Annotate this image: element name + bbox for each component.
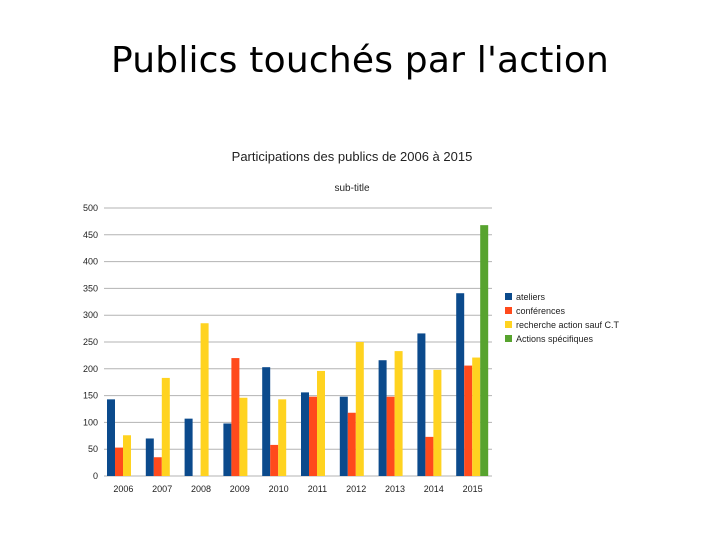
- y-tick-label: 50: [88, 444, 98, 454]
- x-axis-ticks: 2006 2007 2008 2009 2010 2011 2012 2013 2014 2015: [113, 484, 482, 494]
- chart-title: Participations des publics de 2006 à 201…: [232, 149, 473, 164]
- bar-conf-rences-2009: [231, 358, 240, 476]
- y-tick-label: 300: [83, 310, 98, 320]
- legend-swatch: [505, 335, 512, 342]
- legend-swatch: [505, 307, 512, 314]
- bars: [107, 225, 489, 476]
- bar-recherche-action-sauf-c-t-2007: [161, 377, 170, 476]
- bar-ateliers-2014: [417, 333, 426, 476]
- bar-recherche-action-sauf-c-t-2011: [317, 370, 325, 476]
- y-tick-label: 350: [83, 283, 98, 293]
- legend-label: recherche action sauf C.T: [516, 320, 620, 330]
- bar-conf-rences-2011: [309, 396, 317, 476]
- x-tick-label: 2011: [308, 484, 327, 494]
- bar-ateliers-2011: [301, 392, 309, 476]
- bar-recherche-action-sauf-c-t-2015: [472, 357, 481, 476]
- bar-recherche-action-sauf-c-t-2010: [278, 399, 287, 476]
- bar-recherche-action-sauf-c-t-2009: [239, 397, 248, 476]
- bar-conf-rences-2012: [347, 412, 356, 476]
- bar-ateliers-2006: [107, 399, 115, 476]
- bar-conf-rences-2010: [270, 444, 279, 476]
- y-tick-label: 450: [83, 230, 98, 240]
- y-tick-label: 100: [83, 417, 98, 427]
- y-axis-ticks: 0 50 100 150 200 250 300 350 400 450 500: [83, 203, 98, 481]
- bar-actions-sp-cifiques-2015: [480, 225, 489, 476]
- bar-recherche-action-sauf-c-t-2012: [355, 342, 364, 476]
- x-tick-label: 2015: [463, 484, 483, 494]
- bar-recherche-action-sauf-c-t-2008: [200, 323, 209, 476]
- bar-ateliers-2015: [456, 293, 465, 476]
- y-tick-label: 200: [83, 364, 98, 374]
- bar-ateliers-2008: [184, 418, 193, 476]
- x-tick-label: 2008: [191, 484, 211, 494]
- legend: ateliers conférences recherche action sauf…: [505, 292, 620, 344]
- y-tick-label: 500: [83, 203, 98, 213]
- x-tick-label: 2007: [152, 484, 172, 494]
- bar-conf-rences-2006: [115, 447, 123, 476]
- y-tick-label: 250: [83, 337, 98, 347]
- x-tick-label: 2009: [230, 484, 250, 494]
- chart-subtitle: sub-title: [334, 183, 369, 194]
- x-tick-label: 2013: [385, 484, 405, 494]
- y-tick-label: 150: [83, 391, 98, 401]
- bar-ateliers-2009: [223, 423, 232, 476]
- slide-title: Publics touchés par l'action: [110, 40, 610, 81]
- legend-swatch: [505, 321, 512, 328]
- bar-recherche-action-sauf-c-t-2013: [394, 351, 403, 476]
- legend-label: conférences: [516, 306, 566, 316]
- x-tick-label: 2006: [113, 484, 133, 494]
- bar-conf-rences-2007: [153, 457, 162, 476]
- bar-recherche-action-sauf-c-t-2006: [123, 435, 131, 476]
- x-tick-label: 2010: [269, 484, 289, 494]
- legend-label: Actions spécifiques: [516, 334, 594, 344]
- bar-conf-rences-2013: [386, 396, 395, 476]
- bar-ateliers-2012: [339, 396, 348, 476]
- x-tick-label: 2014: [424, 484, 444, 494]
- y-tick-label: 0: [93, 471, 98, 481]
- bar-ateliers-2007: [145, 438, 154, 476]
- legend-swatch: [505, 293, 512, 300]
- x-tick-label: 2012: [346, 484, 366, 494]
- bar-ateliers-2013: [378, 360, 387, 476]
- legend-label: ateliers: [516, 292, 546, 302]
- y-tick-label: 400: [83, 257, 98, 267]
- bar-conf-rences-2015: [464, 365, 473, 476]
- bar-recherche-action-sauf-c-t-2014: [433, 369, 442, 476]
- bar-conf-rences-2014: [425, 436, 434, 476]
- bar-ateliers-2010: [262, 367, 271, 476]
